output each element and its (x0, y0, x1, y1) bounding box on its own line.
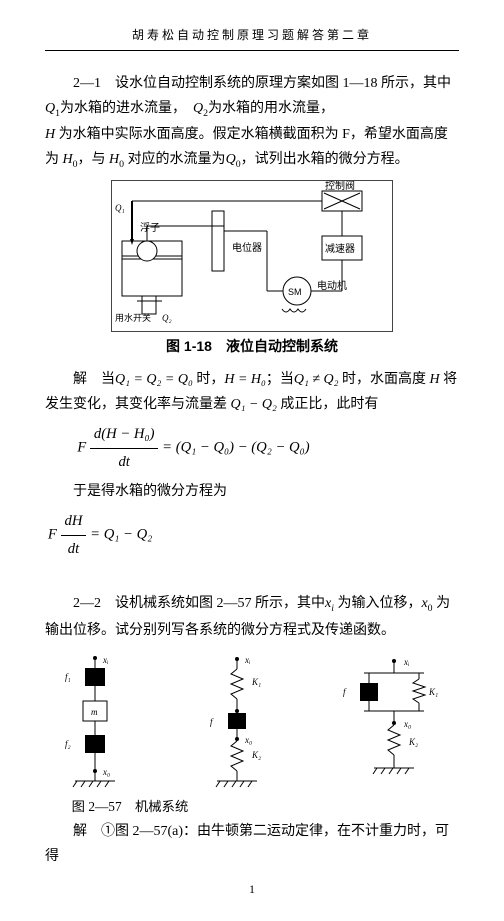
label-xi: xᵢ (403, 657, 410, 667)
label-q2: Q₂ (162, 313, 172, 323)
text-mid: 于是得水箱的微分方程为 (45, 479, 459, 504)
label-x0: x₀ (403, 719, 411, 729)
equation-2: F dHdt = Q₁ − Q₂ (48, 508, 459, 562)
label-switch: 用水开关 (115, 312, 151, 323)
label-x0: x₀ (102, 767, 110, 777)
label-reducer: 减速器 (325, 243, 355, 255)
solution-1: 解 当Q₁ = Q₂ = Q₀ 时，H = H₀；当Q₁ ≠ Q₂ 时，水面高度… (45, 367, 459, 417)
equation-1: F d(H − H₀)dt = (Q₁ − Q₀) − (Q₂ − Q₀) (77, 421, 459, 475)
label-float: 浮子 (140, 222, 160, 234)
label-valve: 控制阀 (325, 180, 355, 192)
problem-2-1: 2—1 设水位自动控制系统的原理方案如图 1—18 所示，其中Q1为水箱的进水流… (45, 71, 459, 123)
page-number: 1 (45, 879, 459, 901)
figure-1-18-caption: 图 1-18 液位自动控制系统 (45, 334, 459, 359)
label-xi: xᵢ (244, 655, 251, 665)
problem-2-1-cont: H 为水箱中实际水面高度。假定水箱横截面积为 F，希望水面高度 为 H0，与 H… (45, 122, 459, 174)
figure-2-57: xᵢ f₁ m f₂ x₀ xᵢ K₁ (45, 653, 459, 793)
figure-2-57-caption: 图 2—57 机械系统 (72, 795, 459, 819)
label-sm: SM (288, 287, 302, 297)
page-header: 胡寿松自动控制原理习题解答第二章 (45, 25, 459, 51)
label-pot: 电位器 (232, 241, 262, 254)
label-k1: K₁ (251, 677, 261, 687)
fig-2-57-c: xᵢ f K₁ x₀ K₂ (329, 653, 459, 793)
problem-number: 2—1 (73, 76, 101, 91)
fig-2-57-a: xᵢ f₁ m f₂ x₀ (45, 653, 145, 793)
solution-2: 解 ①图 2—57(a)：由牛顿第二运动定律，在不计重力时，可得 (45, 819, 459, 869)
label-q1: Q₁ (115, 203, 125, 213)
label-m: m (91, 707, 98, 717)
fig-2-57-b: xᵢ K₁ f x₀ K₂ (182, 653, 292, 793)
label-f: f (210, 717, 214, 727)
label-f: f (343, 687, 347, 697)
label-k1: K₁ (428, 687, 438, 697)
label-k2: K₂ (251, 750, 261, 760)
label-xi: xᵢ (102, 655, 109, 665)
label-f2: f₂ (65, 739, 71, 749)
figure-1-18: 浮子 Q₁ 用水开关 Q₂ 电位器 SM 电动机 减速器 控制阀 (111, 180, 393, 332)
label-x0: x₀ (244, 735, 252, 745)
problem-2-2: 2—2 设机械系统如图 2—57 所示，其中xi 为输入位移，x0 为输出位移。… (45, 591, 459, 643)
label-f1: f₁ (65, 672, 71, 682)
label-k2: K₂ (408, 737, 418, 747)
problem-number: 2—2 (73, 596, 101, 611)
